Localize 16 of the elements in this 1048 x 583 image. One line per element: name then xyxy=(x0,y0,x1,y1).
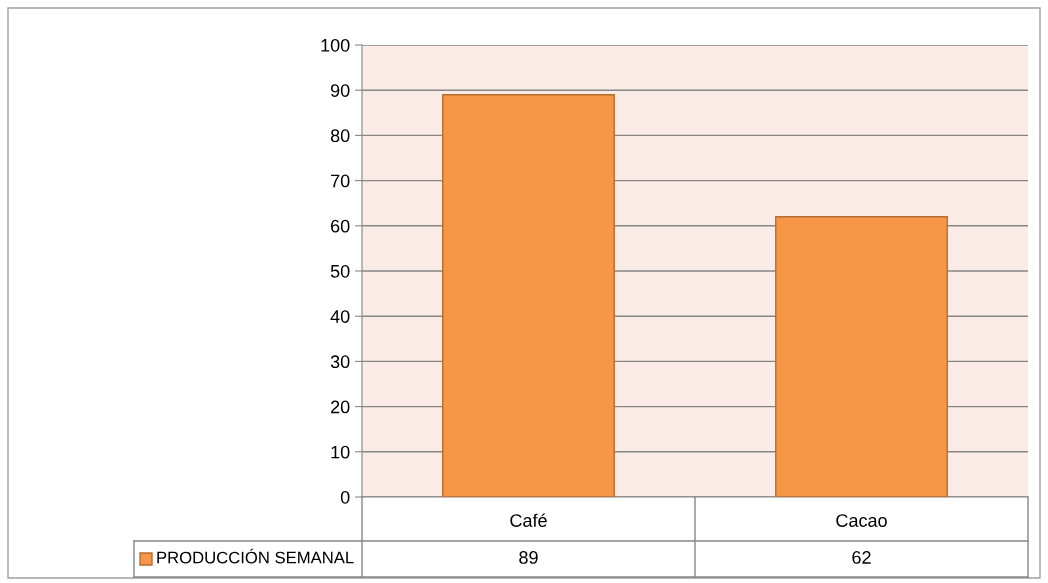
x-tick-label: Café xyxy=(510,513,547,527)
y-tick-label: 70 xyxy=(331,174,350,188)
y-tick-label: 0 xyxy=(340,490,350,504)
x-tick-label: Cacao xyxy=(836,514,887,527)
y-tick-label: 40 xyxy=(330,310,350,323)
y-tick-label: 100 xyxy=(321,38,350,52)
y-tick-label: 10 xyxy=(331,445,350,459)
data-label: 89 xyxy=(519,551,538,564)
legend-label: PRODUCCIÓN SEMANAL xyxy=(157,548,354,564)
y-tick-label: 80 xyxy=(330,129,350,143)
data-label: 62 xyxy=(852,551,871,564)
y-tick-label: 60 xyxy=(331,219,350,233)
y-tick-label: 90 xyxy=(330,84,350,97)
y-tick-label: 50 xyxy=(330,264,350,278)
y-tick-label: 30 xyxy=(330,355,350,369)
y-tick-label: 20 xyxy=(331,400,350,414)
